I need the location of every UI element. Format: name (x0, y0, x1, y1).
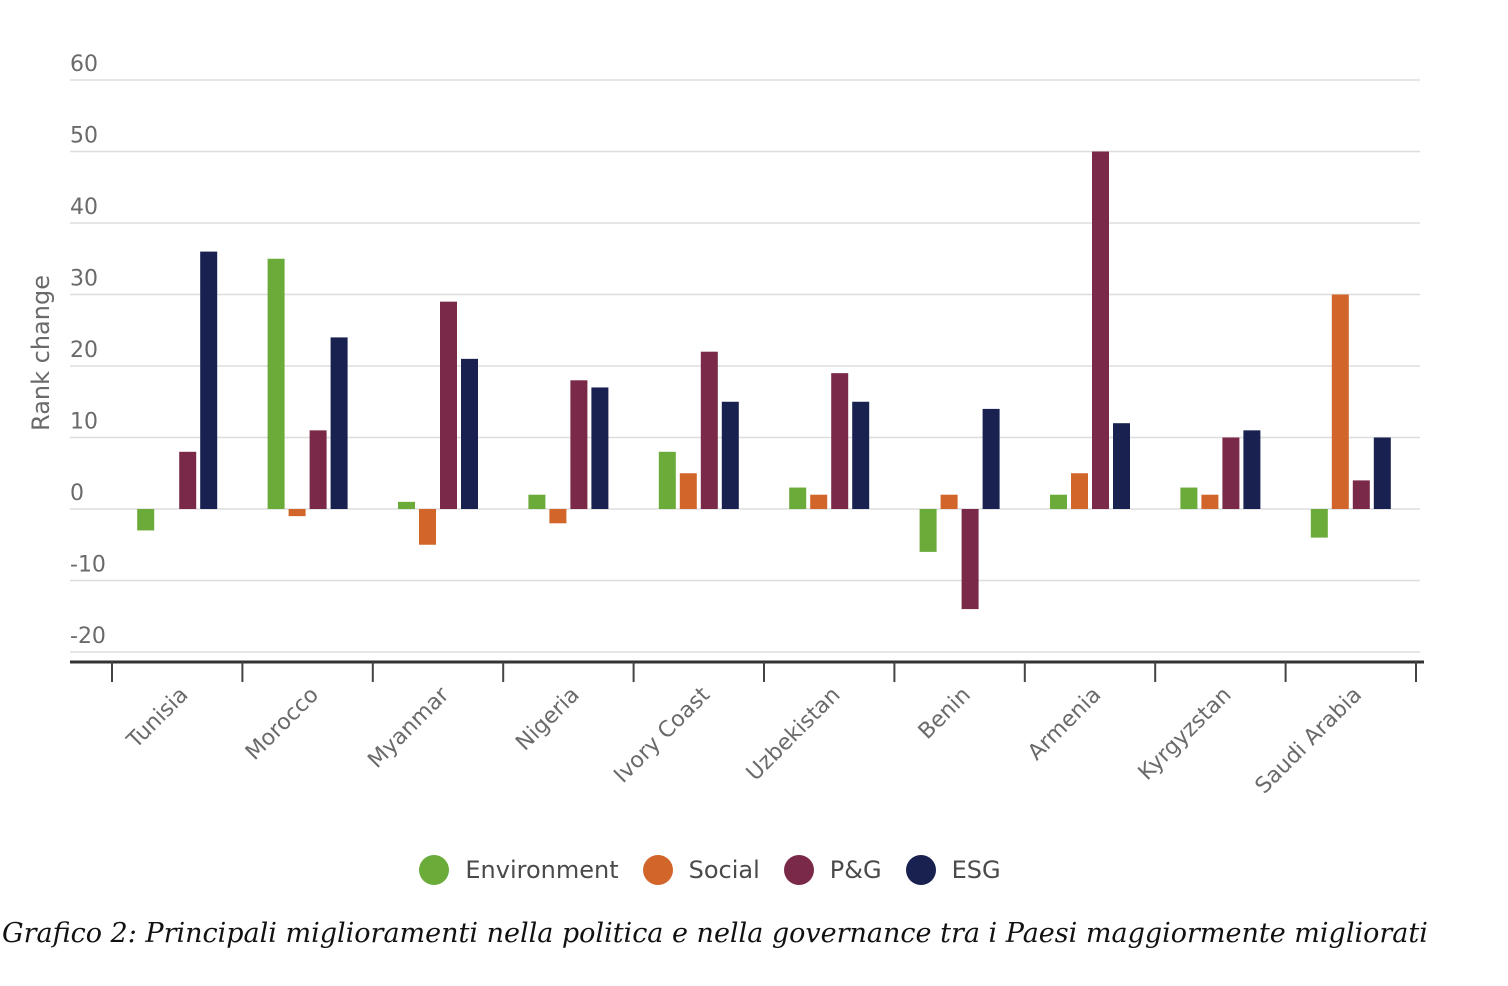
x-tick-label: Tunisia (122, 683, 194, 755)
bar-environment-myanmar (398, 501, 415, 509)
bar-esg-uzbekistan (852, 401, 870, 509)
bar-esg-nigeria (591, 387, 609, 509)
bar-environment-uzbekistan (789, 487, 807, 509)
bar-p-g-myanmar (440, 301, 457, 509)
x-axis (70, 660, 1424, 682)
bar-esg-morocco (330, 337, 348, 509)
bar-social-benin (940, 494, 958, 509)
legend-swatch (783, 855, 814, 885)
y-tick-label: 60 (70, 52, 98, 77)
x-tick-label: Morocco (241, 683, 324, 766)
bar-esg-kyrgyzstan (1243, 430, 1261, 509)
bar-social-ivory-coast (679, 473, 697, 509)
y-tick-label: 20 (70, 338, 98, 363)
x-tick-labels: Tunisia Morocco Myanmar Nigeria Ivory Coast U… (122, 682, 1367, 799)
bar-p-g-ivory-coast (700, 351, 718, 509)
bar-environment-kyrgyzstan (1180, 487, 1198, 509)
figure-caption: Grafico 2: Principali miglioramenti nell… (2, 918, 1428, 949)
legend-item[interactable]: Environment (419, 855, 619, 885)
legend: Environment Social P&G ESG (0, 855, 1420, 885)
bar-social-myanmar (419, 509, 436, 545)
x-tick-label: Uzbekistan (742, 683, 846, 787)
legend-item[interactable]: ESG (905, 855, 1001, 885)
bar-esg-saudi-arabia (1373, 437, 1391, 509)
bar-p-g-armenia (1092, 151, 1109, 509)
bar-environment-morocco (267, 258, 285, 509)
y-tick-label: 0 (70, 481, 84, 506)
bar-environment-ivory-coast (658, 451, 676, 509)
bar-p-g-kyrgyzstan (1222, 437, 1240, 509)
bar-social-saudi-arabia (1331, 294, 1349, 509)
bar-esg-myanmar (461, 358, 478, 509)
bar-social-nigeria (549, 509, 567, 524)
y-tick-label: 50 (70, 124, 98, 149)
y-tick-label: -20 (70, 624, 106, 649)
bar-esg-ivory-coast (721, 401, 739, 509)
x-tick-label: Myanmar (363, 682, 454, 773)
bar-p-g-tunisia (179, 451, 197, 509)
x-tick-label: Kyrgyzstan (1134, 683, 1237, 786)
y-tick-label: -10 (70, 553, 106, 578)
x-tick-label: Saudi Arabia (1251, 683, 1367, 799)
bar-social-armenia (1071, 473, 1088, 509)
legend-swatch (419, 855, 450, 885)
bar-p-g-morocco (309, 430, 327, 509)
bar-esg-tunisia (200, 251, 218, 509)
bars (137, 151, 1391, 610)
legend-label: Social (688, 856, 760, 884)
bar-p-g-uzbekistan (831, 373, 849, 509)
x-tick-label: Ivory Coast (609, 682, 715, 788)
bar-environment-tunisia (137, 509, 155, 531)
bar-social-morocco (288, 509, 306, 517)
bar-chart: 60 50 40 30 20 10 0 -10 -20 Tunisia Morocco Myanma… (27, 52, 1424, 799)
y-axis-title: Rank change (27, 275, 55, 431)
bar-social-kyrgyzstan (1201, 494, 1219, 509)
legend-item[interactable]: Social (642, 855, 760, 885)
bar-environment-nigeria (528, 494, 546, 509)
y-tick-label: 40 (70, 195, 98, 220)
bar-environment-armenia (1050, 494, 1067, 509)
y-tick-labels: 60 50 40 30 20 10 0 -10 -20 (70, 52, 106, 649)
x-tick-label: Nigeria (511, 683, 584, 756)
bar-environment-saudi-arabia (1310, 509, 1328, 538)
x-tick-label: Armenia (1023, 683, 1106, 766)
bar-environment-benin (919, 509, 937, 552)
legend-swatch (905, 855, 936, 885)
legend-swatch (642, 855, 673, 885)
bar-p-g-saudi-arabia (1352, 480, 1370, 509)
legend-label: ESG (951, 856, 1001, 884)
legend-item[interactable]: P&G (783, 855, 882, 885)
bar-social-uzbekistan (810, 494, 828, 509)
bar-p-g-nigeria (570, 380, 588, 509)
y-tick-label: 30 (70, 267, 98, 292)
legend-label: P&G (829, 856, 882, 884)
bar-esg-armenia (1113, 423, 1130, 509)
x-tick-label: Benin (914, 683, 976, 745)
bar-p-g-benin (961, 509, 979, 610)
y-tick-label: 10 (70, 410, 98, 435)
legend-label: Environment (465, 856, 619, 884)
bar-esg-benin (982, 408, 1000, 509)
